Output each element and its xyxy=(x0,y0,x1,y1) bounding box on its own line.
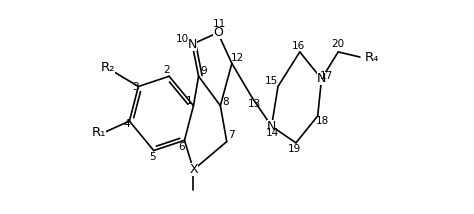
Text: N: N xyxy=(317,72,326,85)
Text: 9: 9 xyxy=(201,66,207,76)
Text: 20: 20 xyxy=(332,39,345,49)
Text: 5: 5 xyxy=(149,152,156,162)
Text: N: N xyxy=(188,38,197,51)
Text: 6: 6 xyxy=(179,142,185,152)
Text: 19: 19 xyxy=(288,144,301,154)
Text: 10: 10 xyxy=(175,34,189,44)
Text: R₁: R₁ xyxy=(91,126,106,139)
Text: 3: 3 xyxy=(133,82,139,92)
Text: 18: 18 xyxy=(316,116,329,126)
Text: 17: 17 xyxy=(320,71,333,81)
Text: 15: 15 xyxy=(265,76,278,86)
Text: N: N xyxy=(267,120,276,133)
Text: 4: 4 xyxy=(124,119,130,129)
Text: 11: 11 xyxy=(212,19,226,29)
Text: 2: 2 xyxy=(163,65,170,75)
Text: 12: 12 xyxy=(230,53,244,63)
Text: X: X xyxy=(189,163,198,176)
Text: R₂: R₂ xyxy=(100,61,115,74)
Text: 13: 13 xyxy=(248,100,262,109)
Text: 7: 7 xyxy=(228,130,235,140)
Text: 14: 14 xyxy=(266,128,280,138)
Text: 16: 16 xyxy=(292,40,305,51)
Text: 8: 8 xyxy=(222,97,229,107)
Text: R₄: R₄ xyxy=(365,51,380,64)
Text: 1: 1 xyxy=(186,96,193,106)
Text: O: O xyxy=(213,26,223,39)
